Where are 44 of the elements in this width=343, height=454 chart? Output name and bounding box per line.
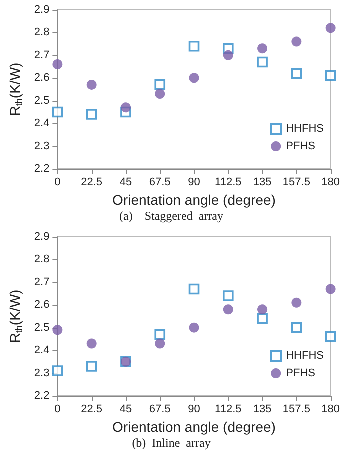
y-tick-label: 2.4	[34, 118, 50, 130]
y-tick-label: 2.7	[34, 276, 50, 288]
y-tick-label: 2.3	[34, 367, 50, 380]
y-tick-label: 2.6	[34, 299, 50, 312]
x-tick-label: 22.5	[81, 404, 103, 416]
x-tick-label: 0	[54, 404, 61, 416]
x-axis-title: Orientation angle (degree)	[112, 192, 276, 208]
y-axis-title: Rth(K/W)	[7, 62, 24, 116]
x-tick-label: 90	[188, 404, 200, 416]
x-tick-label: 157.5	[282, 404, 310, 416]
x-tick-label: 67.5	[149, 176, 171, 188]
y-tick-label: 2.2	[34, 390, 50, 402]
y-tick-label: 2.5	[34, 94, 50, 107]
y-tick-label: 2.2	[34, 163, 50, 175]
x-tick-label: 157.5	[282, 176, 310, 188]
legend-label: HHFHS	[286, 350, 324, 362]
legend-label: PFHS	[286, 140, 316, 153]
x-tick-label: 0	[54, 176, 61, 188]
legend-label: HHFHS	[286, 123, 324, 136]
text: (b) Inline array	[132, 436, 211, 450]
y-tick-label: 2.9	[34, 231, 50, 243]
text: (a) Staggered array	[120, 209, 224, 223]
x-tick-label: 45	[120, 404, 132, 416]
x-axis-title: Orientation angle (degree)	[112, 418, 276, 435]
y-tick-label: 2.7	[34, 49, 50, 62]
x-tick-label: 67.5	[149, 404, 171, 416]
y-tick-label: 2.8	[34, 254, 50, 266]
y-tick-label: 2.6	[34, 72, 50, 84]
x-tick-label: 90	[188, 176, 200, 188]
x-tick-label: 45	[120, 176, 132, 188]
x-tick-label: 112.5	[215, 176, 242, 188]
y-tick-label: 2.4	[34, 344, 50, 357]
y-tick-label: 2.9	[34, 4, 50, 16]
x-tick-label: 135	[253, 176, 272, 188]
x-tick-label: 135	[253, 404, 272, 416]
x-tick-label: 22.5	[81, 176, 103, 188]
y-tick-label: 2.5	[34, 322, 50, 334]
y-axis-title: Rth(K/W)	[7, 290, 24, 344]
x-tick-label: 180	[322, 404, 340, 416]
y-tick-label: 2.8	[34, 26, 50, 39]
x-tick-label: 180	[322, 176, 340, 188]
y-tick-label: 2.3	[34, 140, 50, 152]
legend-label: PFHS	[286, 368, 316, 380]
x-tick-label: 112.5	[215, 404, 242, 416]
